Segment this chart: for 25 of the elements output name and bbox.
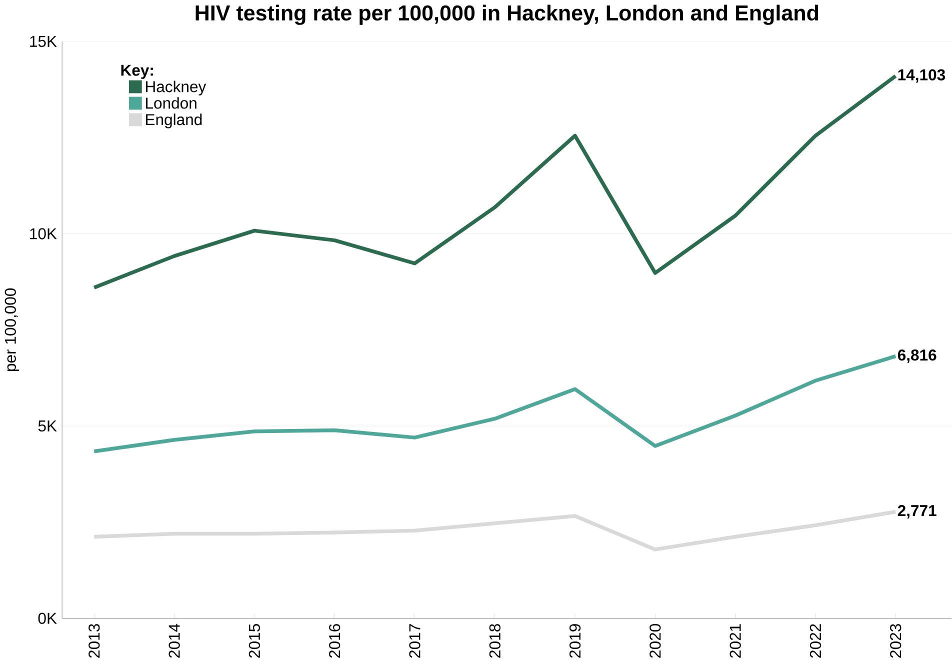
y-tick-label: 0K [38,612,57,624]
data-label: 2,771 [898,504,936,518]
legend-label: Hackney [146,80,206,96]
x-tick-label: 2021 [730,624,741,658]
data-label: 6,816 [898,349,936,363]
legend-title: Key: [121,64,153,79]
chart-title: HIV testing rate per 100,000 in Hackney, London and England [196,4,818,25]
x-tick-label: 2016 [329,624,340,658]
x-tick-label: 2019 [569,624,581,658]
y-tick-label: 5K [38,420,57,432]
y-tick-label: 10K [30,228,57,240]
y-axis-title: per 100,000 [4,288,20,371]
x-tick-label: 2013 [88,624,100,658]
x-tick-label: 2020 [650,624,661,658]
y-tick-label: 15K [30,36,57,47]
x-tick-label: 2018 [489,624,500,658]
x-tick-label: 2023 [890,624,902,658]
data-label: 14,103 [898,69,946,83]
x-tick-label: 2022 [810,624,822,658]
line-series [92,354,898,454]
x-tick-label: 2014 [168,624,180,658]
legend-label: England [146,113,202,128]
x-tick-label: 2015 [248,624,260,658]
x-tick-label: 2017 [409,624,420,658]
legend-label: London [146,97,196,109]
